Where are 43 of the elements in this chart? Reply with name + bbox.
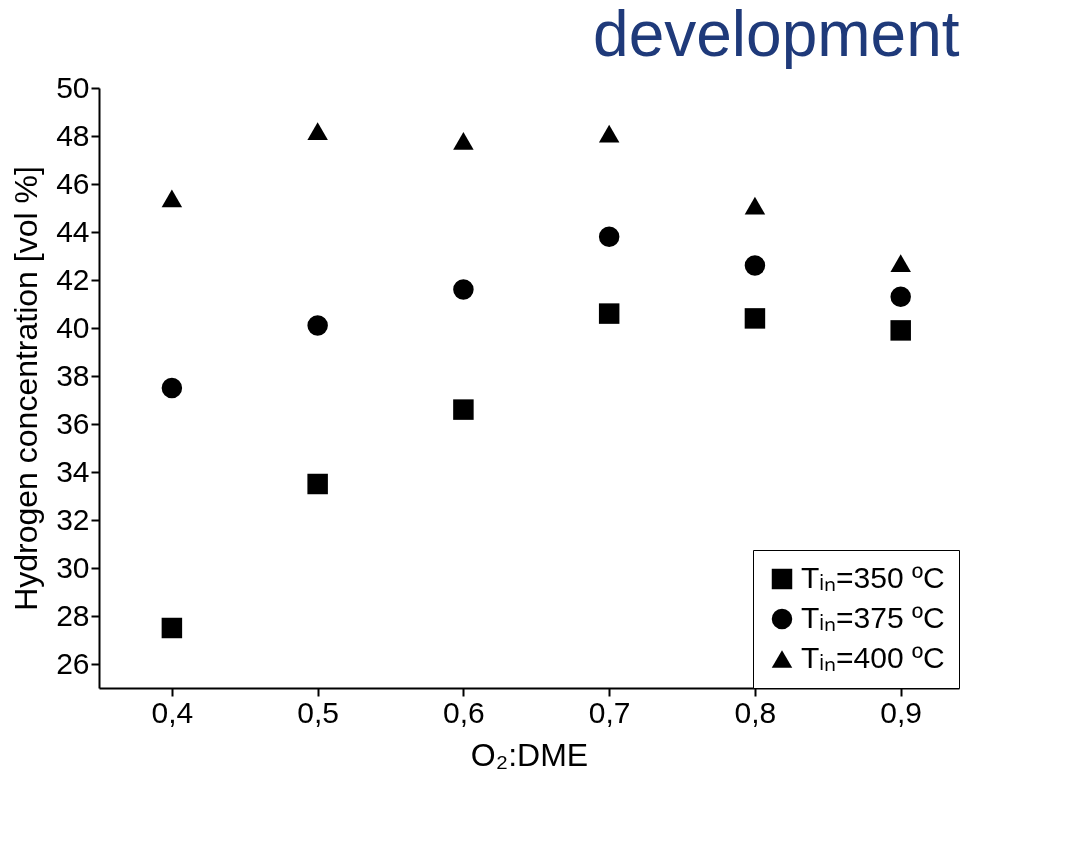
y-tick-label: 38 [56,358,90,392]
point [307,122,328,141]
x-tick-label: 0,4 [151,695,194,729]
point [598,226,620,248]
point [307,473,328,495]
point [598,124,620,143]
legend-label: Tᵢₙ=350 ºC [801,561,945,594]
point [890,286,911,308]
x-tick-label: 0,5 [297,695,339,729]
y-tick-label: 46 [56,166,90,200]
y-tick-label: 40 [56,310,90,344]
y-tick-label: 34 [56,454,90,488]
point [744,196,766,215]
legend-label: Tᵢₙ=400 ºC [801,641,945,674]
chart-title: development [593,0,960,70]
y-tick-label: 50 [56,70,90,104]
y-tick-label: 48 [56,118,90,152]
y-tick-label: 36 [56,406,90,440]
point [161,617,183,639]
x-tick-label: 0,8 [734,695,777,729]
point [744,308,766,329]
point [161,189,183,208]
y-tick-label: 28 [56,598,90,632]
point [453,399,474,420]
y-tick-label: 42 [56,262,90,296]
legend-label: Tᵢₙ=375 ºC [801,601,945,634]
y-tick-label: 30 [56,550,90,584]
point [744,255,766,276]
y-tick-label: 32 [56,502,90,536]
y-axis-title: Hydrogen concentration [vol %] [8,166,45,611]
point [453,279,474,300]
x-tick-label: 0,9 [880,695,923,729]
x-tick-label: 0,6 [443,695,485,729]
point [890,320,911,341]
y-tick-label: 44 [56,214,90,248]
point [453,131,474,150]
x-axis-title: O₂:DME [470,736,589,773]
point [161,377,183,399]
y-tick-label: 26 [56,646,90,680]
point [890,254,911,273]
point [598,303,620,324]
point [307,315,328,336]
x-tick-label: 0,7 [588,695,631,729]
